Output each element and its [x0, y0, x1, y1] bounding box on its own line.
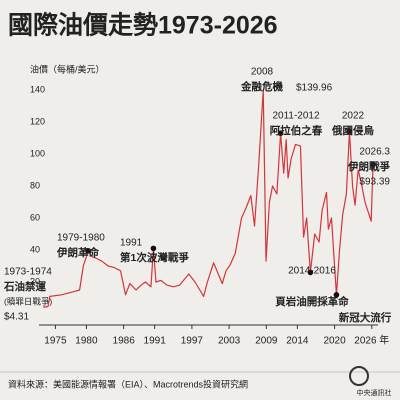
annotation-value: $139.96: [296, 83, 333, 94]
annotation-text: 1979-1980: [57, 233, 105, 244]
annotation-text: (贖罪日戰爭): [4, 296, 52, 306]
y-tick-label: 140: [30, 84, 45, 94]
y-tick-label: 20: [30, 276, 40, 286]
annotation-text: 1973-1974: [4, 267, 52, 278]
annotation-dot: [277, 130, 284, 136]
annotation-text: 新冠大流行: [339, 311, 392, 324]
annotation-dot: [346, 128, 353, 135]
annotation-text: 2011-2012: [272, 111, 320, 122]
y-axis-label: 油價（每桶/美元）: [30, 63, 105, 74]
annotation-text: 頁岩油開採革命: [275, 295, 349, 308]
x-tick-label: 2020: [323, 336, 346, 347]
annotation-text: 第1次波灣戰爭: [120, 251, 189, 264]
logo-text: 中央通訊社: [357, 388, 392, 397]
annotation-value: $4.31: [4, 312, 29, 323]
y-tick-label: 60: [30, 212, 40, 222]
y-tick-label: 100: [30, 148, 45, 158]
x-tick-label: 1980: [75, 336, 98, 347]
x-tick-label: 2009: [255, 336, 278, 347]
annotation-text: 2014-2016: [288, 266, 336, 277]
annotation-dot: [85, 248, 92, 254]
annotation-text: 俄國侵烏: [331, 124, 374, 137]
y-tick-label: 80: [30, 180, 40, 190]
annotation-dot: [370, 161, 376, 168]
logo-icon: [349, 366, 369, 386]
x-tick-label: 2014: [286, 336, 309, 347]
source: 資料來源：美國能源情報署（EIA）、Macrotrends投資研究網: [8, 378, 248, 389]
annotation-text: 1991: [120, 238, 143, 249]
annotation-text: 2026.3: [359, 147, 390, 158]
x-tick-label: 2026 年: [354, 334, 389, 347]
x-tick-label: 1991: [144, 336, 167, 347]
y-tick-label: 120: [30, 116, 45, 126]
annotation-dot: [307, 269, 314, 276]
annotation-text: 金融危機: [240, 80, 283, 93]
annotation-dot: [333, 292, 340, 298]
annotation-text: 伊朗戰爭: [347, 160, 390, 173]
y-tick-label: 40: [30, 244, 40, 254]
annotation-text: 伊朗革命: [56, 246, 99, 259]
annotation-dot: [150, 245, 157, 252]
x-tick-label: 1997: [181, 336, 204, 347]
annotation-text: 阿拉伯之春: [270, 124, 323, 137]
x-tick-label: 2003: [218, 336, 241, 347]
annotation-text: 2022: [342, 111, 365, 122]
x-tick-label: 1975: [44, 336, 67, 347]
price-line: [42, 89, 374, 308]
x-tick-label: 1986: [113, 336, 136, 347]
chart-title: 國際油價走勢1973-2026: [8, 11, 278, 40]
annotation-value: $93.39: [359, 177, 390, 188]
annotation-text: 石油禁運: [3, 280, 46, 293]
annotation-text: 2008: [251, 67, 274, 78]
